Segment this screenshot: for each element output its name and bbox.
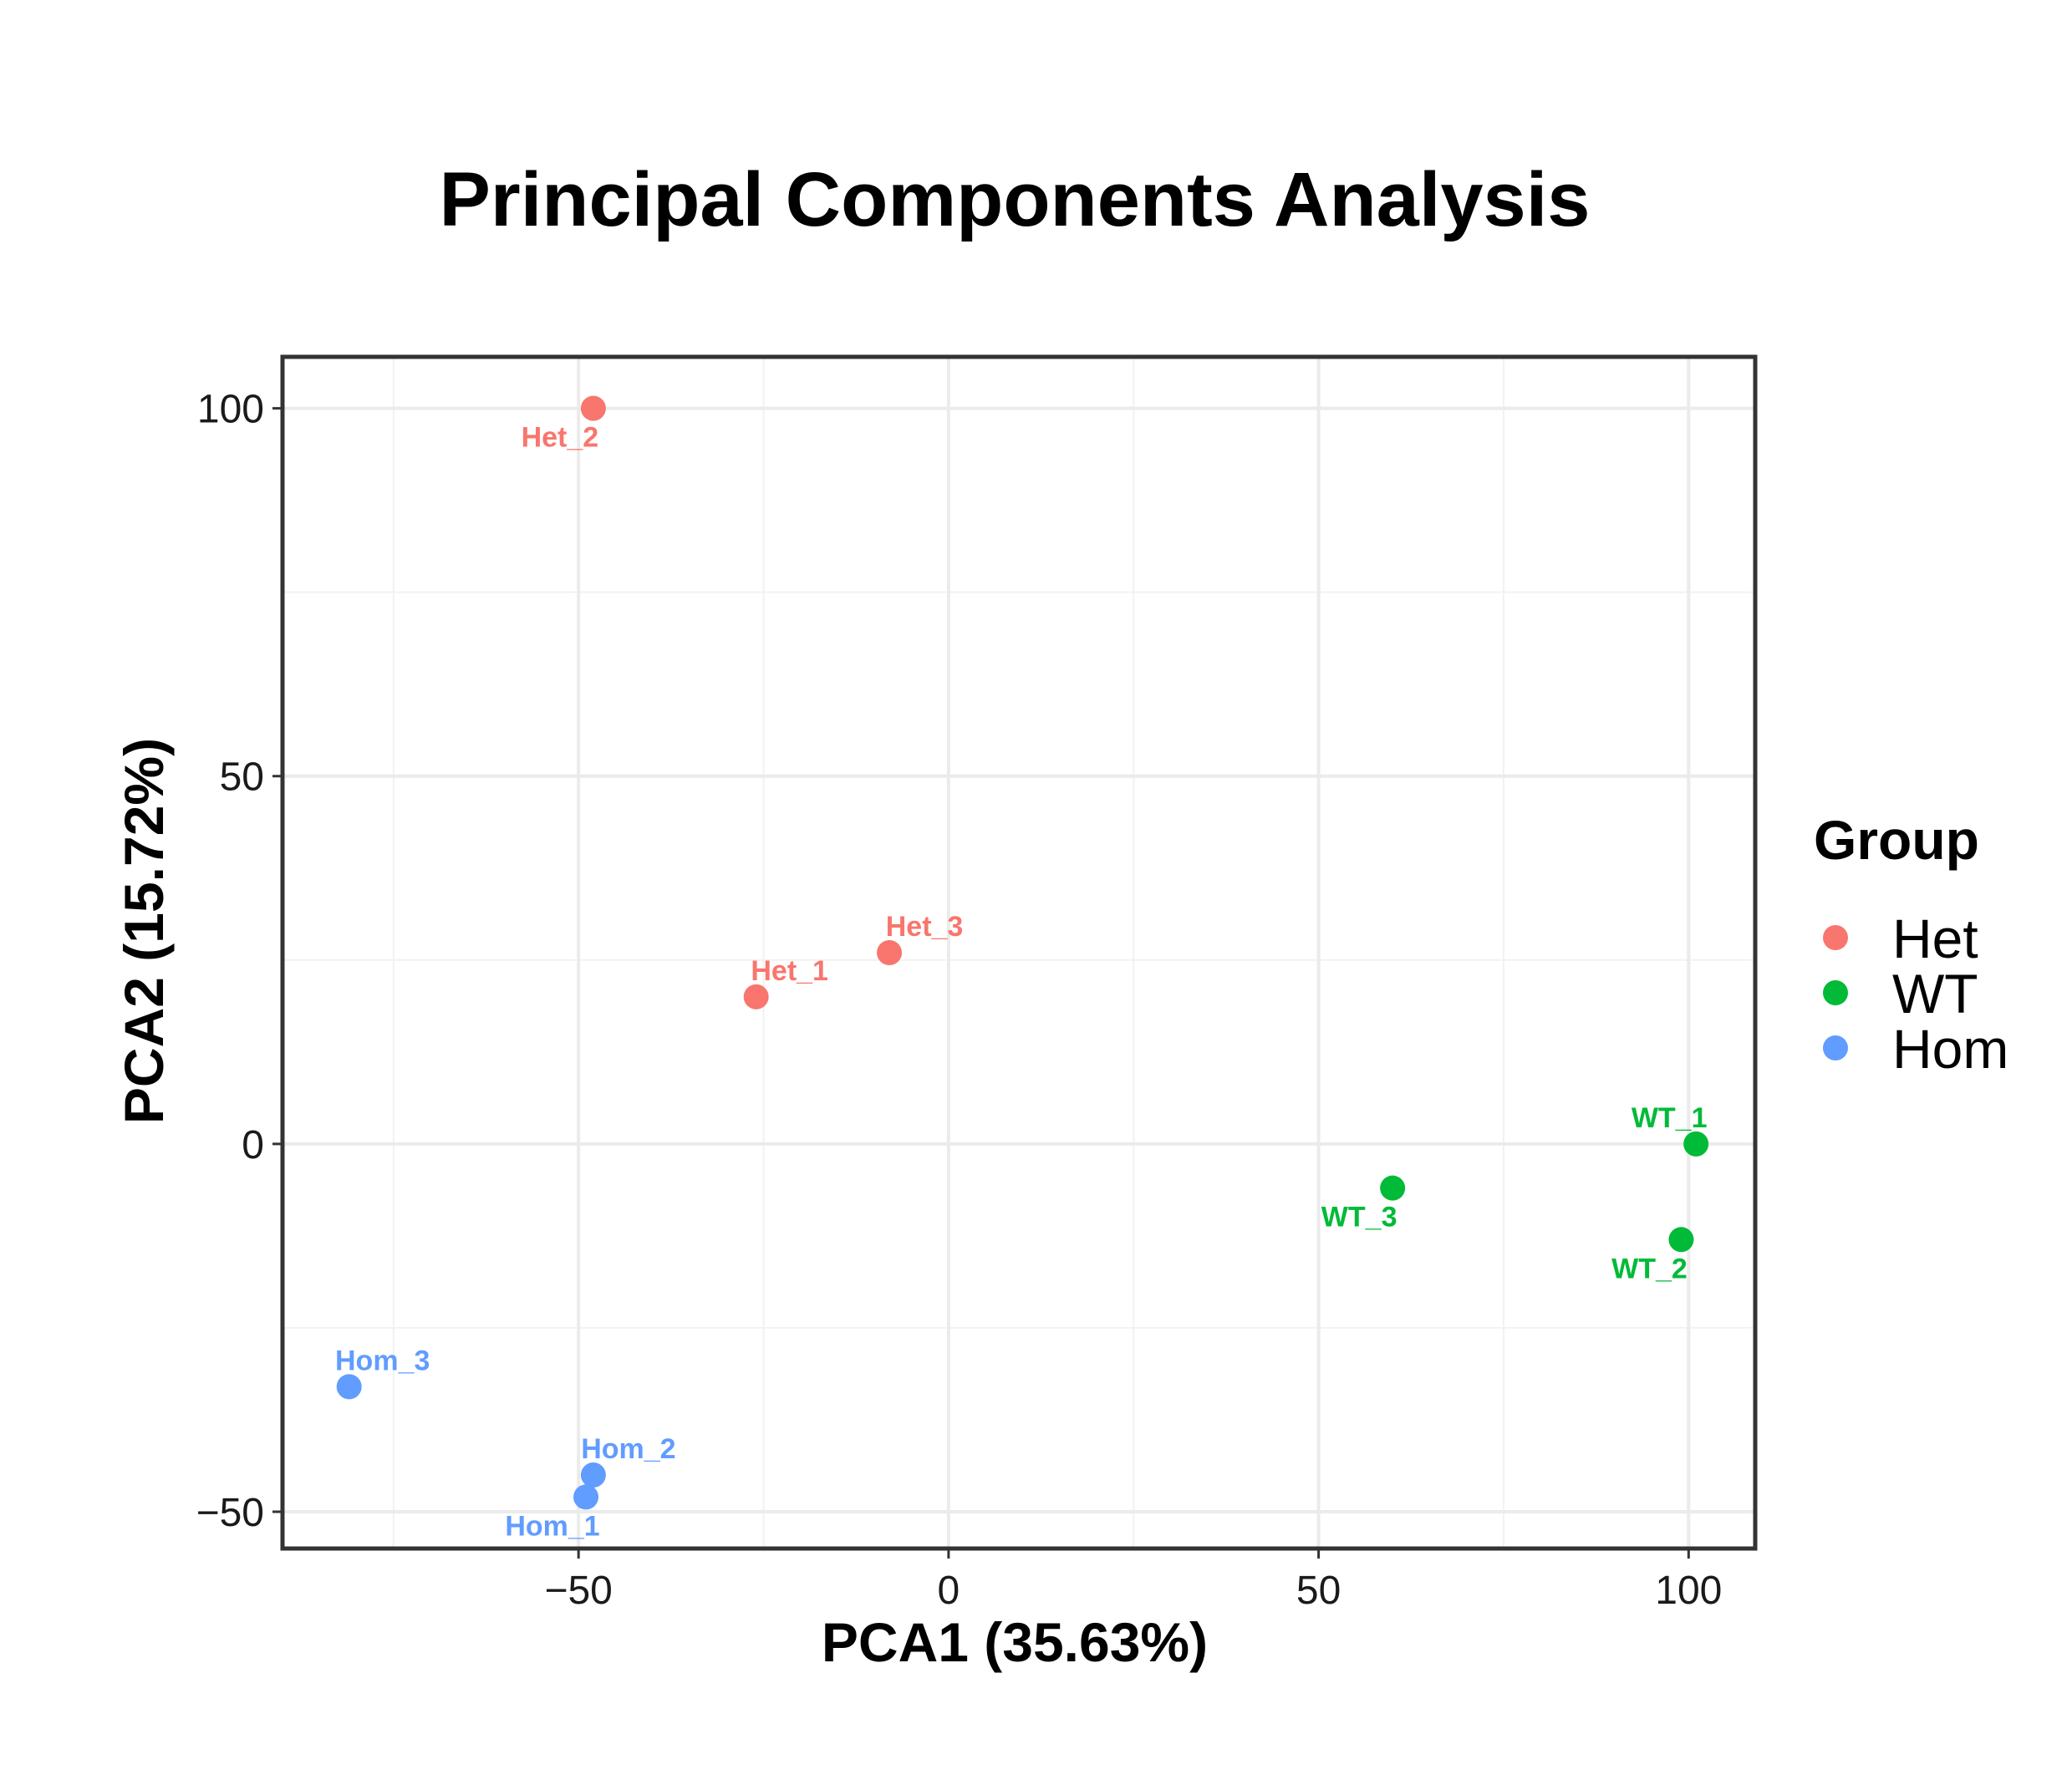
point-label-hom-2: Hom_2 xyxy=(581,1433,675,1465)
point-label-het-2: Het_2 xyxy=(522,422,599,454)
data-point-wt-1 xyxy=(1683,1131,1709,1157)
legend-key-wt xyxy=(1823,980,1848,1005)
point-label-hom-1: Hom_1 xyxy=(505,1510,599,1542)
data-point-hom-3 xyxy=(336,1374,362,1400)
data-point-hom-1 xyxy=(573,1484,599,1510)
point-label-het-3: Het_3 xyxy=(886,911,964,943)
axis-ticks: −50 0 50 100 −50 0 50 100 xyxy=(196,388,1723,1613)
point-label-het-1: Het_1 xyxy=(751,955,828,987)
x-axis-title: PCA1 (35.63%) xyxy=(822,1611,1208,1673)
data-points xyxy=(336,395,1709,1510)
point-label-wt-1: WT_1 xyxy=(1632,1102,1708,1134)
data-point-wt-3 xyxy=(1380,1175,1406,1201)
legend-label-wt: WT xyxy=(1892,963,1978,1025)
x-tick-label: 50 xyxy=(1296,1569,1341,1613)
grid-lines xyxy=(283,357,1755,1549)
x-tick-label: −50 xyxy=(544,1569,612,1613)
y-tick-label: −50 xyxy=(196,1491,264,1535)
legend-title: Group xyxy=(1814,809,1979,871)
data-point-het-3 xyxy=(877,940,903,965)
x-tick-label: 0 xyxy=(938,1569,960,1613)
legend-label-het: Het xyxy=(1892,908,1978,969)
point-label-wt-3: WT_3 xyxy=(1321,1202,1397,1233)
data-point-het-2 xyxy=(580,395,606,421)
point-label-wt-2: WT_2 xyxy=(1611,1253,1688,1284)
data-point-wt-2 xyxy=(1668,1227,1694,1253)
y-tick-label: 50 xyxy=(220,755,264,800)
point-labels: Het_2 Het_1 Het_3 WT_1 WT_3 WT_2 Hom_3 Hom_2 Hom… xyxy=(335,422,1708,1543)
legend-key-hom xyxy=(1823,1035,1848,1060)
legend-label-hom: Hom xyxy=(1892,1018,2008,1080)
data-point-het-1 xyxy=(743,984,769,1010)
plot-panel-border xyxy=(280,354,1758,1551)
legend-key-het xyxy=(1823,925,1848,950)
y-tick-label: 100 xyxy=(197,388,264,432)
point-label-hom-3: Hom_3 xyxy=(335,1345,430,1376)
y-tick-label: 0 xyxy=(242,1123,264,1167)
y-axis-title: PCA2 (15.72%) xyxy=(113,738,175,1124)
data-point-hom-2 xyxy=(580,1462,606,1488)
x-tick-label: 100 xyxy=(1655,1569,1722,1613)
chart-title: Principal Components Analysis xyxy=(440,157,1591,242)
